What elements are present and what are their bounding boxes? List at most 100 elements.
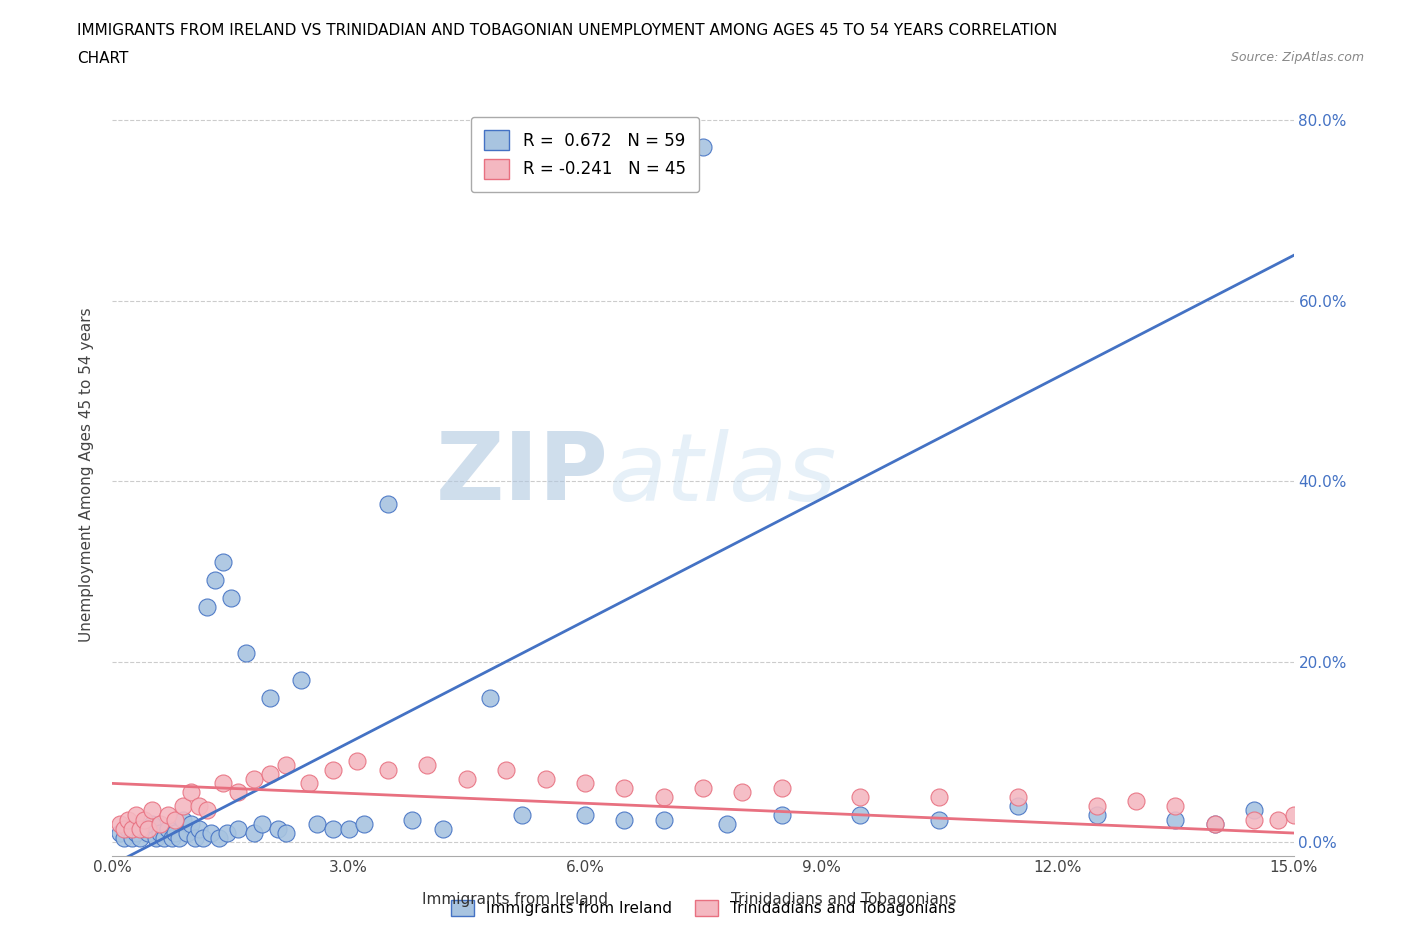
Point	[770, 807, 793, 822]
Point	[165, 812, 187, 827]
Point	[195, 803, 218, 817]
Point	[574, 807, 596, 822]
Point	[510, 807, 533, 822]
Point	[176, 826, 198, 841]
Point	[1007, 799, 1029, 814]
Point	[152, 830, 174, 845]
Point	[149, 817, 172, 831]
Y-axis label: Unemployment Among Ages 45 to 54 years: Unemployment Among Ages 45 to 54 years	[79, 307, 94, 642]
Point	[259, 767, 281, 782]
Point	[274, 826, 297, 841]
Point	[1085, 807, 1108, 822]
Point	[141, 803, 163, 817]
Point	[692, 140, 714, 154]
Point	[200, 826, 222, 841]
Point	[928, 812, 950, 827]
Point	[160, 830, 183, 845]
Point	[274, 758, 297, 773]
Point	[692, 780, 714, 795]
Point	[652, 790, 675, 804]
Point	[432, 821, 454, 836]
Point	[1164, 799, 1187, 814]
Point	[112, 821, 135, 836]
Point	[1204, 817, 1226, 831]
Point	[574, 776, 596, 790]
Point	[169, 830, 191, 845]
Point	[1267, 812, 1289, 827]
Point	[129, 830, 152, 845]
Point	[243, 826, 266, 841]
Point	[456, 772, 478, 787]
Point	[117, 812, 139, 827]
Point	[770, 780, 793, 795]
Point	[129, 821, 152, 836]
Point	[141, 817, 163, 831]
Point	[110, 826, 132, 841]
Point	[613, 812, 636, 827]
Point	[1007, 790, 1029, 804]
Point	[298, 776, 321, 790]
Point	[613, 780, 636, 795]
Point	[219, 591, 242, 605]
Point	[191, 830, 214, 845]
Point	[136, 826, 159, 841]
Point	[156, 807, 179, 822]
Point	[1164, 812, 1187, 827]
Point	[228, 821, 250, 836]
Point	[731, 785, 754, 800]
Text: Source: ZipAtlas.com: Source: ZipAtlas.com	[1230, 51, 1364, 64]
Point	[184, 830, 207, 845]
Point	[479, 690, 502, 705]
Point	[849, 790, 872, 804]
Point	[235, 645, 257, 660]
Point	[377, 763, 399, 777]
Text: Trinidadians and Tobagonians: Trinidadians and Tobagonians	[731, 892, 956, 907]
Point	[125, 826, 148, 841]
Point	[132, 812, 155, 827]
Point	[1204, 817, 1226, 831]
Point	[307, 817, 329, 831]
Point	[353, 817, 375, 831]
Point	[290, 672, 312, 687]
Point	[204, 573, 226, 588]
Point	[250, 817, 273, 831]
Point	[346, 753, 368, 768]
Point	[337, 821, 360, 836]
Point	[110, 817, 132, 831]
Point	[112, 830, 135, 845]
Text: ZIP: ZIP	[436, 429, 609, 520]
Text: IMMIGRANTS FROM IRELAND VS TRINIDADIAN AND TOBAGONIAN UNEMPLOYMENT AMONG AGES 45: IMMIGRANTS FROM IRELAND VS TRINIDADIAN A…	[77, 23, 1057, 38]
Point	[215, 826, 238, 841]
Point	[172, 812, 194, 827]
Point	[1085, 799, 1108, 814]
Point	[165, 826, 187, 841]
Point	[652, 812, 675, 827]
Legend: Immigrants from Ireland, Trinidadians and Tobagonians: Immigrants from Ireland, Trinidadians an…	[444, 894, 962, 923]
Point	[495, 763, 517, 777]
Point	[267, 821, 290, 836]
Text: CHART: CHART	[77, 51, 129, 66]
Point	[849, 807, 872, 822]
Point	[172, 799, 194, 814]
Point	[136, 821, 159, 836]
Point	[416, 758, 439, 773]
Legend: R =  0.672   N = 59, R = -0.241   N = 45: R = 0.672 N = 59, R = -0.241 N = 45	[471, 116, 699, 193]
Point	[121, 830, 143, 845]
Point	[1125, 794, 1147, 809]
Point	[125, 807, 148, 822]
Point	[132, 821, 155, 836]
Point	[322, 821, 344, 836]
Text: atlas: atlas	[609, 429, 837, 520]
Point	[195, 600, 218, 615]
Point	[259, 690, 281, 705]
Point	[928, 790, 950, 804]
Point	[322, 763, 344, 777]
Point	[208, 830, 231, 845]
Point	[156, 821, 179, 836]
Point	[211, 555, 233, 570]
Point	[188, 799, 211, 814]
Point	[534, 772, 557, 787]
Point	[401, 812, 423, 827]
Point	[716, 817, 738, 831]
Point	[145, 830, 167, 845]
